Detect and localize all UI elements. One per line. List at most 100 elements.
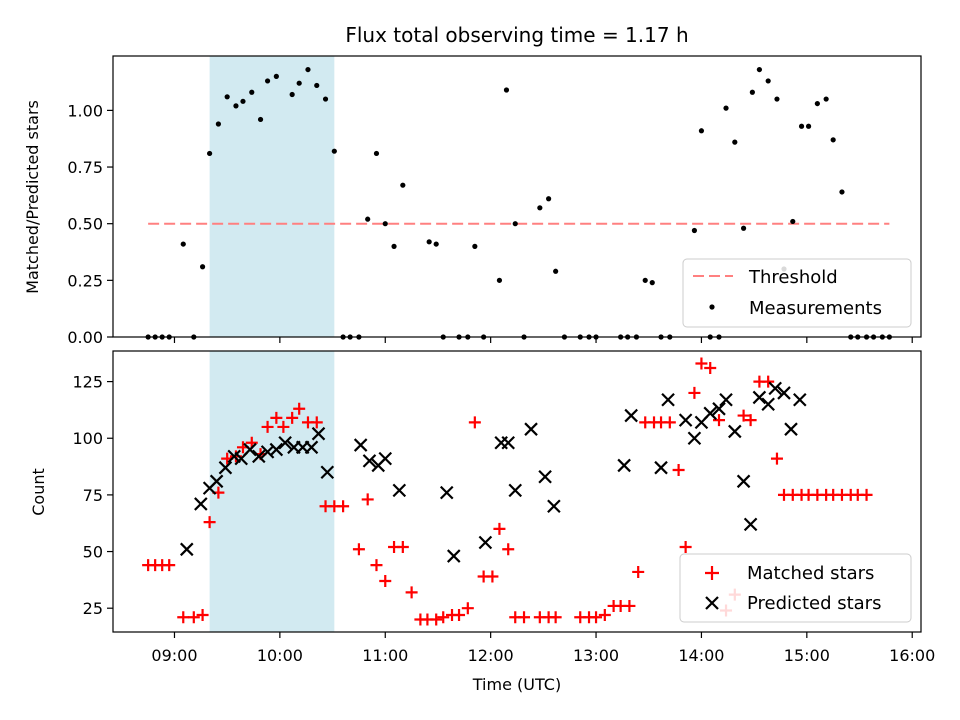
matched-star-point [352, 543, 365, 556]
matched-star-point [695, 357, 708, 370]
predicted-star-point [768, 381, 782, 396]
matched-legend-swatch [705, 566, 719, 580]
predicted-star-point [478, 535, 493, 550]
predicted-star-point [678, 413, 693, 427]
predicted-star-point [508, 483, 523, 498]
measurement-point [391, 243, 397, 249]
measurement-point [305, 66, 311, 73]
predicted-star-point [728, 424, 742, 439]
measurement-point [433, 241, 439, 247]
measurement-point [823, 96, 829, 102]
predicted-star-point [538, 469, 552, 484]
measurement-point [264, 78, 271, 84]
measurements-legend-swatch [709, 304, 715, 310]
predicted-star-point [194, 497, 208, 511]
predicted-star-point [218, 460, 233, 475]
x-tick-label: 13:00 [573, 646, 619, 665]
measurement-point [240, 98, 246, 104]
measurement-point [503, 87, 510, 93]
matched-star-point [623, 599, 636, 612]
predicted-star-point [703, 406, 717, 421]
measurement-point [180, 241, 186, 247]
measurement-point [749, 89, 755, 95]
threshold-legend-label: Threshold [748, 267, 838, 288]
measurements-series [145, 66, 892, 340]
x-tick-label: 12:00 [468, 646, 514, 665]
matched-star-point [337, 500, 350, 513]
predicted-star-point [736, 474, 751, 489]
predicted-star-point [278, 436, 292, 450]
predicted-legend-label: Predicted stars [747, 593, 881, 614]
matched-star-point [713, 414, 725, 427]
matched-stars-series [142, 357, 873, 626]
measurement-point [426, 239, 432, 245]
predicted-star-point [252, 449, 266, 464]
predicted-star-point [311, 426, 326, 441]
top-x-tick-marks [173, 337, 913, 343]
measurement-point [814, 100, 820, 107]
matched-star-point [486, 570, 499, 583]
y-tick-label: 125 [72, 373, 103, 392]
measurement-point [839, 189, 845, 195]
predicted-star-point [378, 451, 393, 466]
matched-star-point [663, 416, 676, 429]
matched-star-point [286, 411, 299, 424]
measurement-point [400, 182, 406, 188]
bottom-axes-frame [112, 350, 922, 633]
matched-star-point [518, 611, 531, 624]
predicted-star-point [752, 390, 767, 405]
y-tick-label: 50 [83, 543, 103, 562]
x-tick-label: 14:00 [678, 646, 724, 665]
measurement-point [546, 196, 552, 202]
predicted-star-point [353, 438, 368, 452]
measurement-point [373, 150, 380, 157]
measurements-legend-label: Measurements [749, 298, 882, 319]
predicted-star-point [784, 422, 798, 436]
top-y-axis: 0.00 0.25 0.50 0.75 1.00 [67, 101, 113, 347]
top-y-axis-label: Matched/Predicted stars [23, 100, 42, 294]
predicted-star-point [269, 442, 284, 457]
x-tick-label: 11:00 [362, 646, 408, 665]
measurement-point [798, 123, 805, 129]
measurement-point [331, 148, 337, 154]
matched-star-point [688, 386, 701, 399]
predicted-star-point [654, 460, 668, 475]
matched-star-point [196, 609, 209, 622]
matched-star-point [598, 609, 611, 622]
top-legend: Threshold Measurements [682, 258, 912, 328]
predicted-star-point [362, 454, 377, 468]
matched-star-point [177, 611, 190, 624]
bottom-y-axis-label: Count [29, 468, 48, 516]
measurement-point [649, 280, 655, 286]
measurement-point [314, 82, 320, 89]
matched-star-point [468, 416, 481, 429]
predicted-star-point [392, 483, 407, 498]
predicted-stars-series [179, 381, 807, 563]
x-tick-label: 10:00 [257, 646, 303, 665]
matched-star-point [293, 402, 306, 415]
measurement-point [233, 103, 239, 109]
predicted-star-point [761, 397, 775, 412]
predicted-star-point [209, 474, 224, 489]
matched-star-point [704, 361, 717, 374]
highlight-band [209, 351, 335, 632]
bottom-panel: 25 50 75 100 125 09:00 10:00 11:00 12:00 13:00 14… [29, 350, 935, 694]
measurement-point [698, 128, 705, 134]
measurement-point [224, 94, 230, 100]
measurement-point [249, 89, 255, 95]
measurement-point [790, 218, 796, 225]
matched-star-point [261, 420, 274, 433]
measurement-point [496, 277, 503, 283]
measurement-point [732, 139, 738, 145]
matched-star-point [163, 559, 176, 572]
predicted-star-point [777, 386, 791, 400]
measurement-point [289, 91, 295, 98]
matched-star-point [370, 559, 383, 572]
measurement-point [199, 264, 206, 270]
y-tick-label: 0.00 [67, 328, 103, 347]
matched-star-point [737, 409, 750, 422]
matched-star-point [277, 420, 290, 433]
measurement-point [296, 80, 302, 86]
bottom-legend-box [679, 553, 912, 623]
measurement-point [207, 150, 213, 157]
